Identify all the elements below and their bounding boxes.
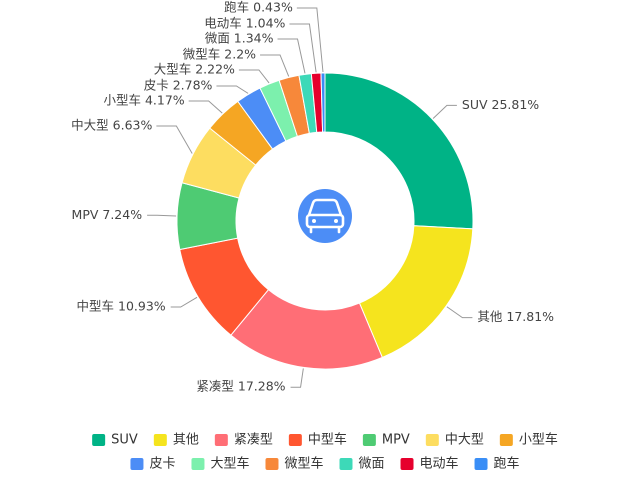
legend-label: 其他	[173, 433, 199, 448]
label-leader-8	[216, 85, 249, 94]
label-leader-1	[432, 104, 457, 119]
legend-swatch	[214, 434, 228, 446]
label-leader-4	[170, 296, 198, 308]
legend-swatch	[92, 434, 106, 446]
legend-item[interactable]: 跑车	[474, 456, 520, 472]
legend-label: 微型车	[284, 456, 323, 472]
label-leader-5	[147, 214, 177, 217]
slice-label-6: 中大型 6.63%	[71, 118, 152, 133]
legend-label: 小型车	[519, 432, 558, 448]
legend-swatch	[153, 434, 167, 446]
legend-swatch	[265, 458, 279, 470]
legend-swatch	[362, 434, 376, 446]
legend-item[interactable]: 其他	[153, 433, 199, 448]
legend-label: 皮卡	[149, 457, 175, 472]
legend-swatch	[130, 458, 144, 470]
label-leader-3	[290, 368, 304, 388]
legend-item[interactable]: 紧凑型	[214, 433, 273, 448]
legend-item[interactable]: 中大型	[425, 433, 484, 448]
slice-label-4: 中型车 10.93%	[77, 299, 166, 314]
legend-swatch	[339, 458, 353, 470]
label-leader-6	[156, 125, 193, 154]
slice-label-7: 小型车 4.17%	[103, 93, 184, 108]
slice-label-5: MPV 7.24%	[72, 207, 143, 222]
slice-label-9: 大型车 2.22%	[154, 62, 235, 77]
slice-label-12: 电动车 1.04%	[204, 16, 285, 31]
legend-swatch	[499, 434, 513, 446]
label-leader-13	[296, 7, 324, 73]
legend-swatch	[474, 458, 488, 470]
slice-label-2: 其他 17.81%	[477, 309, 554, 324]
label-leader-10	[260, 54, 290, 77]
legend-swatch	[425, 434, 439, 446]
legend-item[interactable]: 电动车	[400, 456, 459, 472]
slice-2[interactable]	[358, 225, 474, 359]
legend-item[interactable]: 大型车	[191, 456, 249, 472]
label-leader-2	[446, 306, 473, 319]
slice-label-10: 微型车 2.2%	[183, 47, 256, 62]
legend-label: 中型车	[308, 432, 347, 448]
slice-label-1: SUV 25.81%	[462, 97, 539, 112]
legend-label: 中大型	[445, 433, 484, 448]
legend-item[interactable]: 皮卡	[130, 457, 175, 472]
legend-swatch	[400, 458, 414, 470]
legend-label: 微面	[359, 457, 385, 472]
legend-label: MPV	[382, 433, 410, 448]
slices	[176, 72, 474, 370]
legend-item[interactable]: MPV	[362, 433, 410, 448]
legend-item[interactable]: 小型车	[499, 432, 558, 448]
label-leader-11	[277, 38, 306, 74]
legend-item[interactable]: 微型车	[265, 456, 324, 472]
legend-label: 紧凑型	[234, 433, 273, 448]
legend-swatch	[288, 434, 302, 446]
slice-13[interactable]	[320, 72, 326, 133]
legend-item[interactable]: SUV	[92, 433, 138, 448]
slice-label-11: 微面 1.34%	[205, 31, 274, 46]
slice-1[interactable]	[324, 72, 474, 230]
slice-label-3: 紧凑型 17.28%	[196, 379, 285, 394]
slice-label-13: 跑车 0.43%	[224, 0, 293, 15]
legend-label: 电动车	[420, 456, 459, 472]
label-leader-7	[188, 100, 223, 114]
car-icon	[298, 189, 352, 243]
legend-label: SUV	[111, 433, 138, 448]
legend-label: 大型车	[210, 456, 249, 472]
label-leader-9	[238, 69, 270, 84]
label-leader-12	[289, 23, 317, 73]
slice-label-8: 皮卡 2.78%	[144, 78, 213, 93]
legend-item[interactable]: 微面	[339, 457, 385, 472]
legend-item[interactable]: 中型车	[288, 432, 347, 448]
legend-swatch	[191, 458, 205, 470]
slice-labels: SUV 25.81% 其他 17.81% 紧凑型 17.28% 中型车 10.93% M…	[71, 0, 554, 394]
legend-label: 跑车	[494, 456, 520, 472]
